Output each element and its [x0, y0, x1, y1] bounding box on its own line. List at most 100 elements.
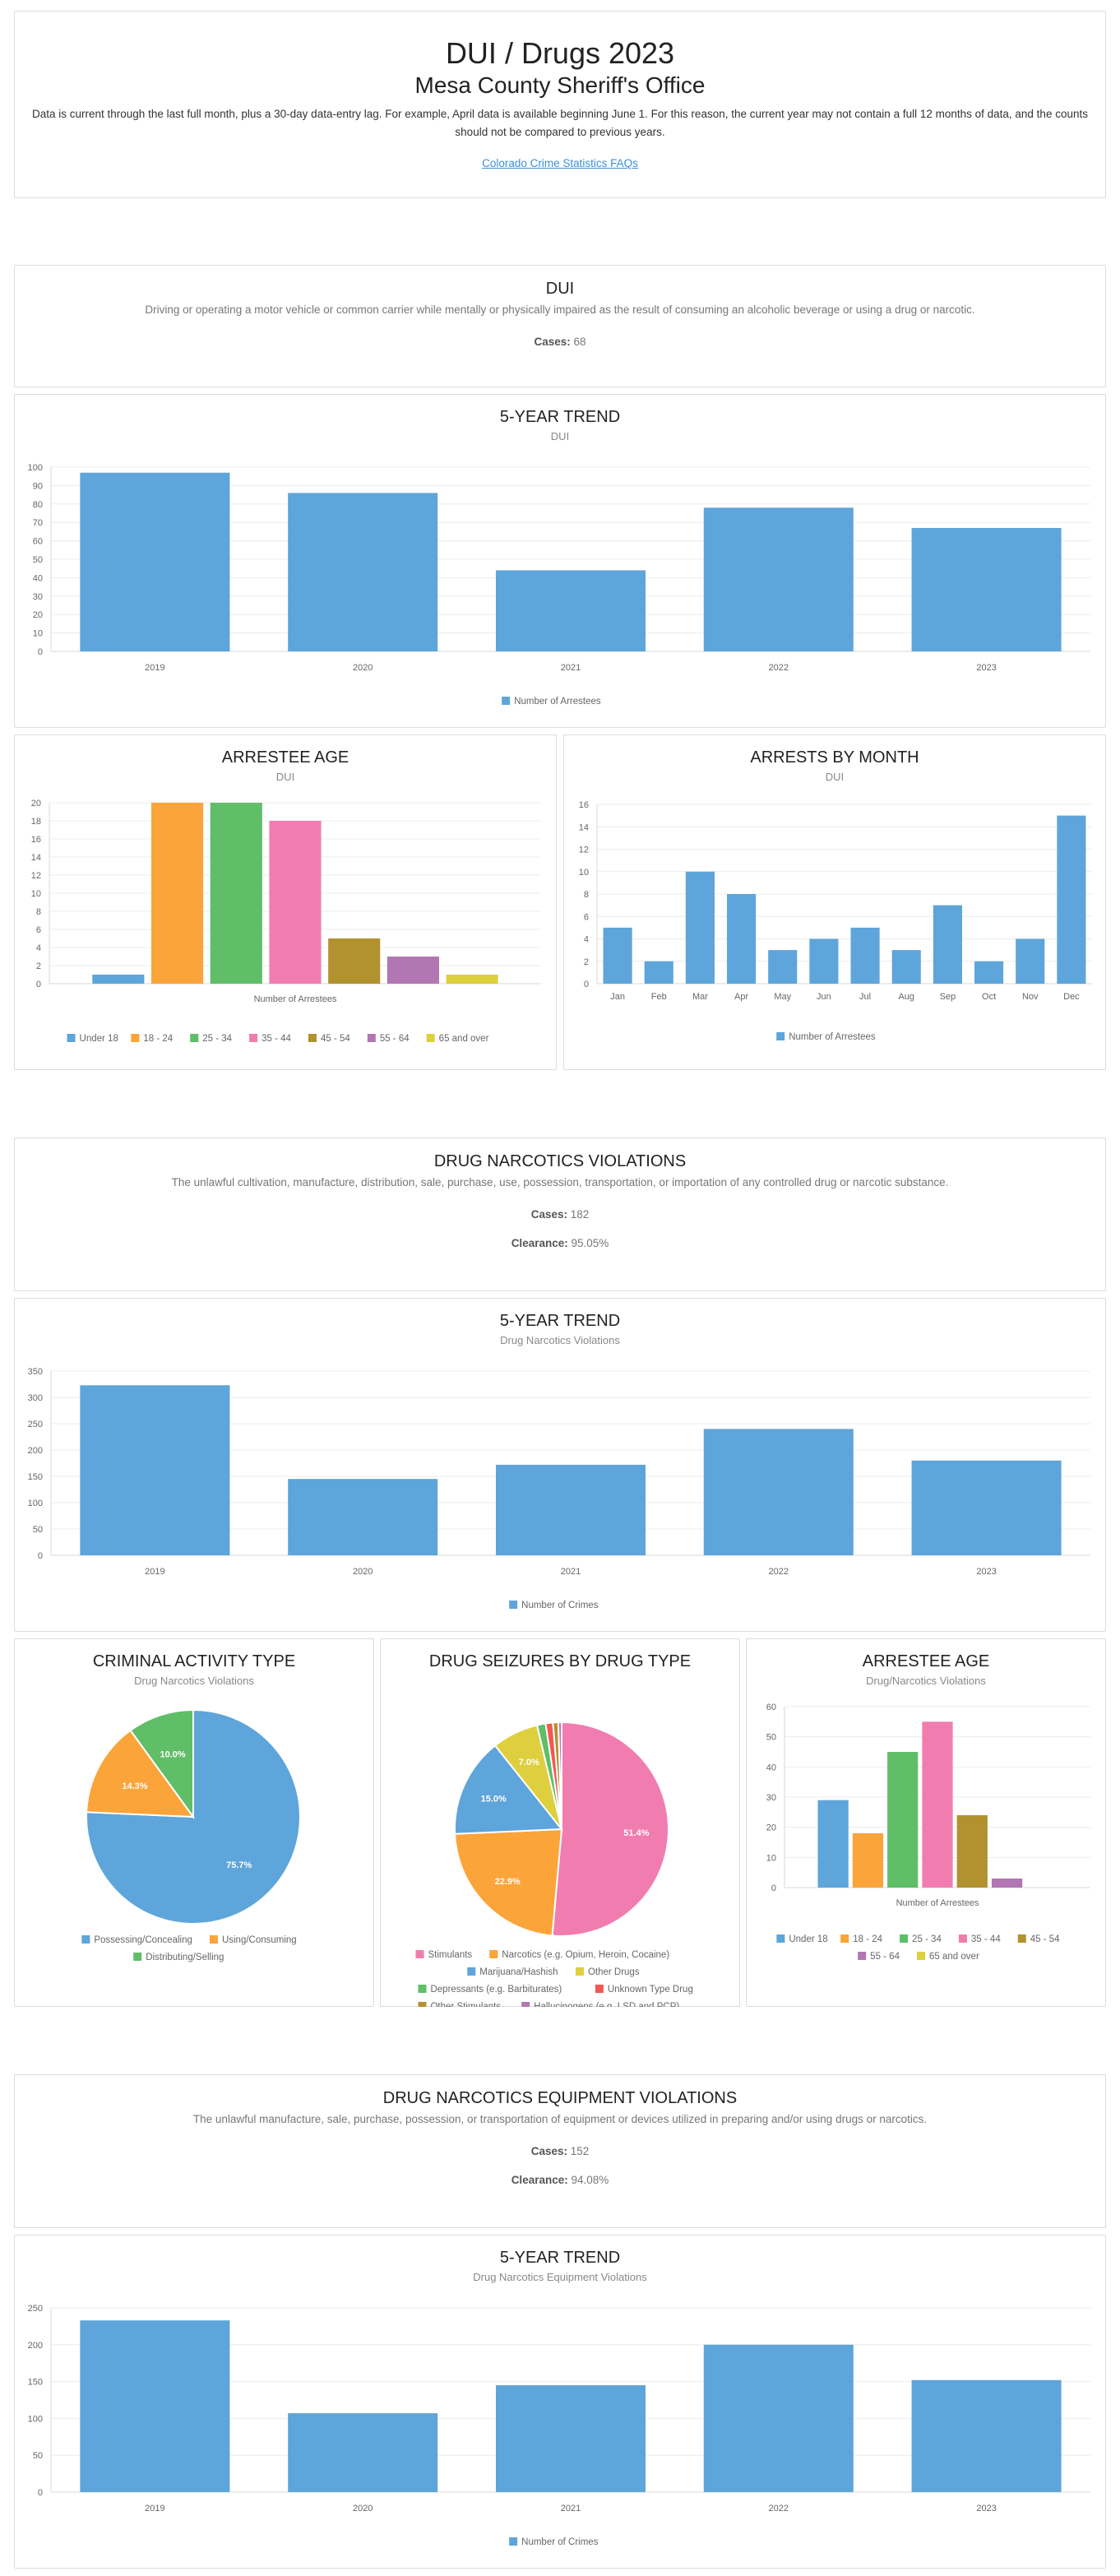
y-tick-label: 30: [33, 592, 43, 602]
x-tick-label: 2023: [976, 663, 996, 673]
drug-summary-card: DRUG NARCOTICS VIOLATIONS The unlawful c…: [14, 1137, 1106, 1291]
legend-label: 55 - 64: [380, 1034, 410, 1044]
legend-label: 45 - 54: [321, 1034, 350, 1044]
y-tick-label: 250: [28, 1420, 43, 1429]
dui-age-subtitle: DUI: [275, 771, 295, 783]
crime-stats-faq-link[interactable]: Colorado Crime Statistics FAQs: [482, 157, 638, 170]
x-tick-label: Dec: [1063, 992, 1080, 1002]
y-tick-label: 150: [28, 2378, 43, 2388]
equip-summary-card: DRUG NARCOTICS EQUIPMENT VIOLATIONS The …: [14, 2074, 1106, 2228]
legend-swatch: [509, 2537, 518, 2546]
bar: [288, 2413, 438, 2492]
seizures-title: DRUG SEIZURES BY DRUG TYPE: [428, 1652, 692, 1670]
drug-cases: Cases: 182: [15, 1208, 1105, 1221]
equip-trend-chart: 0 50 100 150 200 250 2019 2020 2021 2022 2023 Numbe…: [28, 2304, 1090, 2547]
drug-trend-title: 5-YEAR TREND: [499, 1312, 621, 1330]
y-tick-label: 70: [33, 518, 43, 528]
bar: [703, 2344, 854, 2492]
legend-label: 25 - 34: [202, 1034, 232, 1044]
y-tick-label: 10: [31, 889, 41, 899]
legend-swatch: [367, 1034, 376, 1042]
legend-label: 25 - 34: [912, 1934, 942, 1944]
legend-swatch: [521, 2002, 530, 2007]
y-tick-label: 250: [28, 2304, 43, 2314]
bar: [80, 2320, 230, 2492]
legend-label: 55 - 64: [870, 1952, 900, 1962]
drug-trend-subtitle: Drug Narcotics Violations: [500, 1334, 620, 1346]
bar: [80, 472, 230, 651]
bar: [850, 927, 880, 984]
y-tick-label: 0: [38, 647, 43, 657]
legend-swatch: [67, 1034, 76, 1042]
bar: [727, 894, 757, 984]
y-tick-label: 200: [28, 1446, 43, 1456]
activity-type-subtitle: Drug Narcotics Violations: [134, 1675, 254, 1687]
drug-cases-value: 182: [570, 1208, 590, 1221]
report-header: DUI / Drugs 2023 Mesa County Sheriff's O…: [14, 11, 1106, 198]
slice-label: 51.4%: [623, 1828, 649, 1838]
bar: [703, 507, 854, 651]
bar: [603, 927, 632, 984]
data-lag-note: Data is current through the last full mo…: [32, 108, 1088, 138]
legend-swatch: [509, 1601, 518, 1609]
agency-name: Mesa County Sheriff's Office: [414, 72, 706, 98]
y-tick-label: 60: [33, 537, 43, 547]
bar: [922, 1721, 953, 1888]
y-tick-label: 40: [766, 1763, 776, 1772]
bar: [891, 950, 921, 984]
x-tick-label: 2021: [561, 2504, 581, 2513]
legend-swatch: [489, 1950, 498, 1958]
legend-label: Number of Arrestees: [514, 697, 601, 707]
drug-clearance-label: Clearance:: [511, 1237, 568, 1249]
bar: [210, 803, 262, 984]
legend-swatch: [502, 697, 511, 705]
legend-swatch: [415, 1950, 424, 1958]
legend-swatch: [858, 1952, 867, 1960]
x-tick-label: 2019: [145, 1567, 164, 1577]
bar: [386, 957, 439, 984]
bar: [817, 1800, 849, 1888]
legend-swatch: [958, 1934, 967, 1943]
dui-month-card: ARRESTS BY MONTH DUI 0 2 4 6 8 10 12 14 16 Jan Feb…: [563, 734, 1106, 1070]
bar: [768, 950, 798, 984]
legend-swatch: [418, 2002, 427, 2007]
dui-trend-chart: 0 10 20 30 40 50 60 70 80 90 100 2019 2020 2021 2022 20…: [28, 463, 1090, 707]
x-tick-label: 2020: [353, 2504, 373, 2513]
bar: [703, 1429, 854, 1555]
dui-cases: Cases: 68: [15, 336, 1105, 348]
bar: [80, 1385, 230, 1555]
bar: [495, 1464, 646, 1555]
x-tick-label: 2020: [353, 1567, 373, 1577]
bar: [1016, 938, 1045, 984]
legend-label: Stimulants: [428, 1950, 472, 1960]
dui-cases-value: 68: [573, 336, 586, 348]
y-tick-label: 40: [33, 573, 43, 583]
x-tick-label: 2020: [353, 663, 373, 673]
y-tick-label: 50: [33, 555, 43, 565]
equip-description: The unlawful manufacture, sale, purchase…: [192, 2113, 928, 2125]
y-tick-label: 300: [28, 1393, 43, 1403]
bar: [974, 961, 1004, 984]
activity-type-title: CRIMINAL ACTIVITY TYPE: [92, 1652, 296, 1670]
legend-swatch: [131, 1034, 140, 1042]
x-tick-label: Apr: [734, 992, 748, 1002]
legend-label: Hallucinogens (e.g. LSD and PCP): [534, 2002, 679, 2007]
y-tick-label: 20: [766, 1823, 776, 1833]
drug-trend-card: 5-YEAR TREND Drug Narcotics Violations 0…: [14, 1298, 1106, 1632]
legend-swatch: [308, 1034, 317, 1042]
drug-cases-label: Cases:: [530, 1208, 567, 1221]
legend-label: Depressants (e.g. Barbiturates): [430, 1985, 562, 1995]
x-tick-label: 2019: [145, 663, 164, 673]
y-tick-label: 50: [766, 1733, 776, 1743]
dui-summary-card: DUI Driving or operating a motor vehicle…: [14, 265, 1106, 387]
y-tick-label: 12: [579, 846, 589, 855]
legend-swatch: [575, 1967, 584, 1976]
bar: [933, 905, 962, 984]
legend-label: Using/Consuming: [222, 1935, 297, 1945]
legend-label: 35 - 44: [261, 1034, 291, 1044]
y-tick-label: 30: [766, 1793, 776, 1803]
bar: [495, 570, 646, 651]
x-tick-label: Jun: [817, 992, 831, 1002]
slice-label: 22.9%: [495, 1877, 521, 1887]
legend-swatch: [467, 1967, 476, 1976]
